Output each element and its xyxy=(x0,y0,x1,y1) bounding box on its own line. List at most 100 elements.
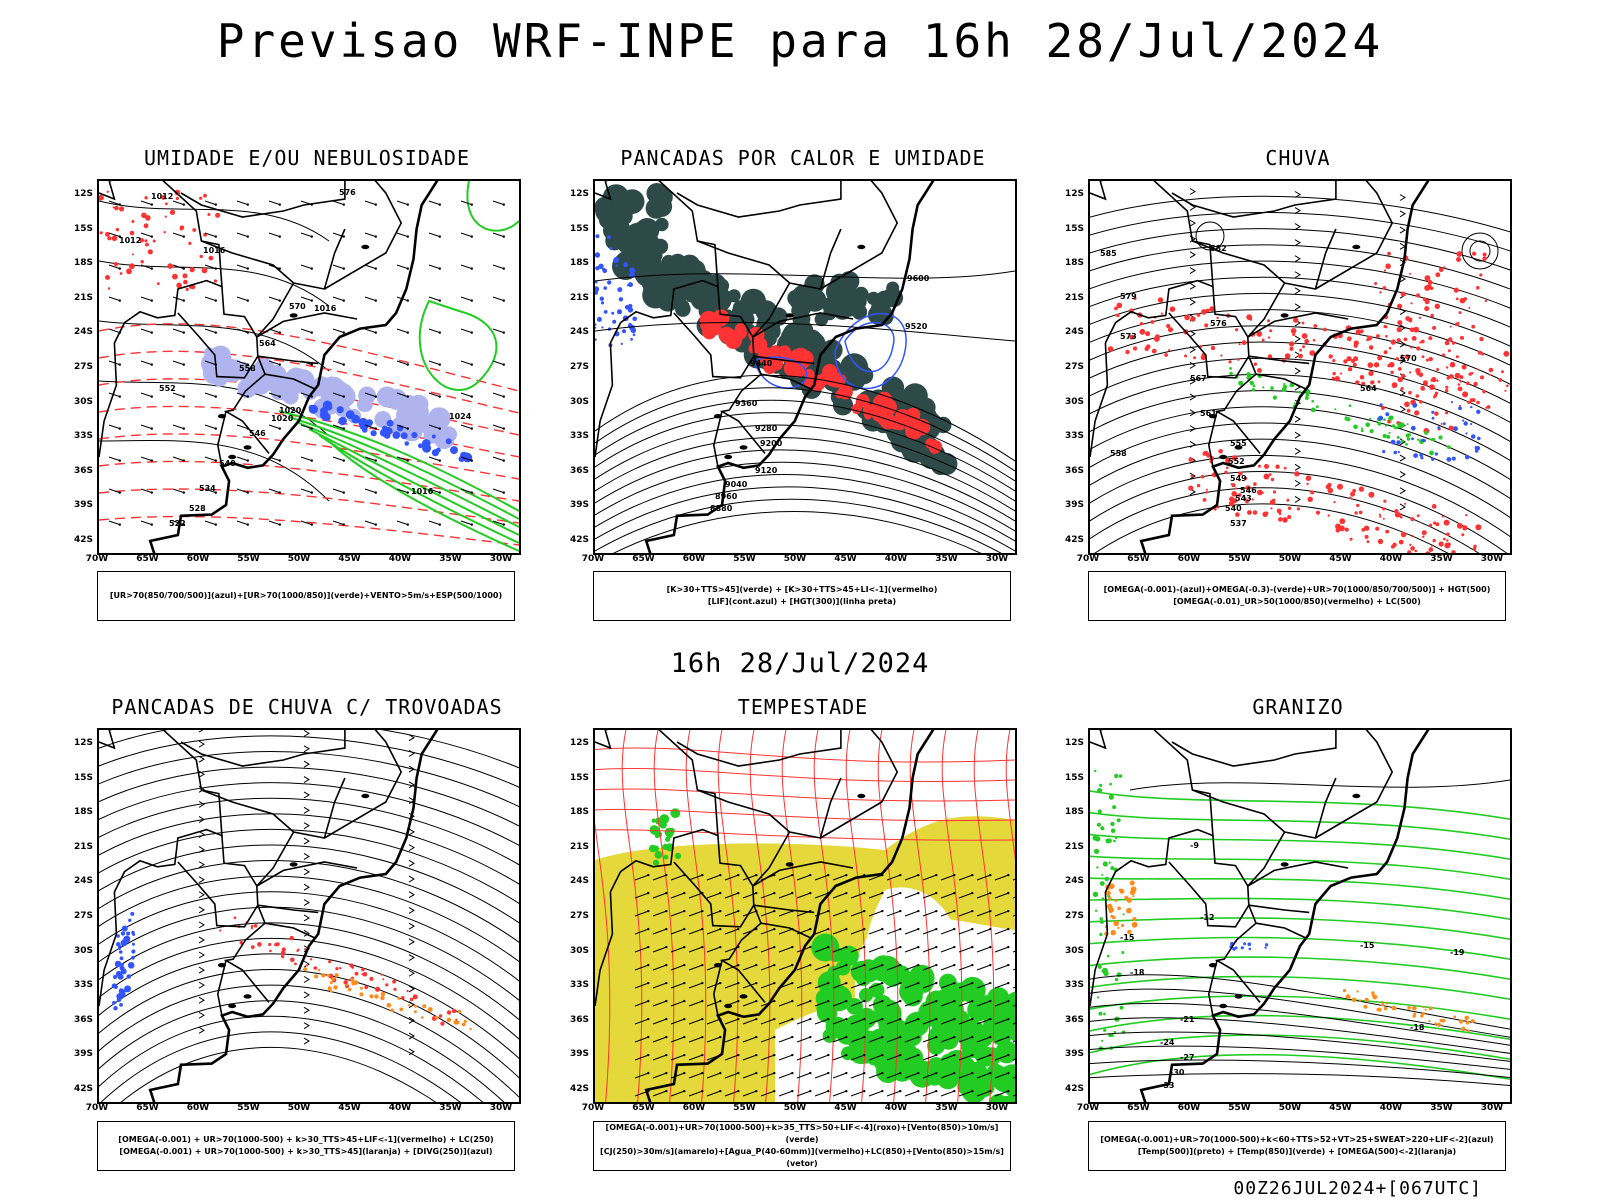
contour-label: 522 xyxy=(169,519,186,528)
contour-label: 1012 xyxy=(151,192,173,201)
lon-label: 45W xyxy=(834,1103,857,1113)
lat-label: 12S xyxy=(569,189,589,199)
lat-label: 42S xyxy=(73,535,93,545)
lon-label: 50W xyxy=(1278,554,1302,564)
map-umidade: 1012 1012 1016 1016 1020 1020 1024 1016 576 570 56… xyxy=(97,179,521,555)
panel-legend: [K>30+TTS>45](verde) + [K>30+TTS>45+LI<-… xyxy=(593,571,1011,621)
contour-label: 540 xyxy=(1225,504,1242,513)
lat-label: 12S xyxy=(1064,738,1084,748)
lat-label: 15S xyxy=(73,772,93,783)
lon-label: 40W xyxy=(388,554,412,564)
lat-label: 39S xyxy=(1064,500,1084,511)
lon-label: 55W xyxy=(1228,1103,1251,1113)
lon-label: 35W xyxy=(439,554,462,564)
lat-label: 33S xyxy=(569,980,589,991)
panel-legend: [UR>70(850/700/500)](azul)+[UR>70(1000/8… xyxy=(97,571,515,621)
lon-label: 30W xyxy=(1480,554,1504,564)
lat-label: 39S xyxy=(1064,1049,1084,1060)
lat-label: 15S xyxy=(1064,772,1084,783)
panel-title: PANCADAS POR CALOR E UMIDADE xyxy=(620,146,986,170)
contour-label: 1020 xyxy=(271,414,294,423)
lon-label: 30W xyxy=(985,554,1009,564)
lat-label: 33S xyxy=(1064,431,1084,442)
lon-label: 40W xyxy=(884,554,908,564)
map-pancadas-calor: 9600 9520 9440 9360 9280 9200 9120 9040 8960 8880 xyxy=(593,179,1017,555)
lon-label: 60W xyxy=(1177,1103,1201,1113)
lon-label: 30W xyxy=(985,1103,1009,1113)
lon-label: 30W xyxy=(489,1103,513,1113)
lon-label: 70W xyxy=(1076,554,1100,564)
lon-label: 50W xyxy=(1278,1103,1302,1113)
contour-label: 8960 xyxy=(715,492,738,501)
contour-label: 9280 xyxy=(755,424,778,433)
map-graphic xyxy=(99,730,519,1102)
lon-label: 70W xyxy=(581,554,605,564)
lon-label: 40W xyxy=(388,1103,412,1113)
lon-label: 45W xyxy=(338,1103,361,1113)
lat-label: 27S xyxy=(569,362,589,372)
contour-label: 576 xyxy=(1210,319,1227,328)
contour-label: 543 xyxy=(1235,494,1252,503)
lon-label: 70W xyxy=(85,554,109,564)
contour-label: 558 xyxy=(1110,449,1127,458)
lon-label: 65W xyxy=(1127,554,1150,564)
map-trovoadas xyxy=(97,728,521,1104)
lon-label: 70W xyxy=(1076,1103,1100,1113)
lat-label: 12S xyxy=(73,738,93,748)
lon-label: 30W xyxy=(1480,1103,1504,1113)
contour-label: 576 xyxy=(339,188,356,197)
lat-label: 36S xyxy=(569,1014,589,1025)
legend-line: [OMEGA(-0.001) + UR>70(1000-500) + k>30_… xyxy=(119,1147,493,1156)
contour-label: 558 xyxy=(239,364,256,373)
lat-label: 33S xyxy=(569,431,589,442)
map-chuva: 585 582 579 576 573 570 567 564 561 558 555 552 549 5… xyxy=(1088,179,1512,555)
lat-label: 21S xyxy=(1064,292,1084,303)
lon-label: 40W xyxy=(1379,1103,1403,1113)
lat-label: 39S xyxy=(569,1049,589,1060)
contour-label: 570 xyxy=(289,302,306,311)
lat-label: 27S xyxy=(1064,362,1084,372)
map-graphic: 9600 9520 9440 9360 9280 9200 9120 9040 8960 8880 xyxy=(595,181,1015,553)
lon-label: 35W xyxy=(439,1103,462,1113)
lon-label: 40W xyxy=(1379,554,1403,564)
contour-label: 552 xyxy=(159,384,176,393)
contour-label: -24 xyxy=(1160,1038,1175,1047)
lon-label: 60W xyxy=(1177,554,1201,564)
lat-label: 21S xyxy=(569,841,589,852)
contour-label: 1016 xyxy=(411,487,434,496)
panel-title: PANCADAS DE CHUVA C/ TROVOADAS xyxy=(111,695,503,719)
main-title: Previsao WRF-INPE para 16h 28/Jul/2024 xyxy=(216,14,1384,68)
lat-label: 18S xyxy=(1064,258,1084,269)
contour-label: -9 xyxy=(1190,841,1199,850)
lat-label: 12S xyxy=(569,738,589,748)
lon-label: 45W xyxy=(1329,554,1352,564)
lat-label: 24S xyxy=(73,876,93,887)
contour-label: 561 xyxy=(1200,409,1217,418)
lon-label: 55W xyxy=(237,554,260,564)
lat-label: 30S xyxy=(569,396,589,407)
lon-label: 50W xyxy=(287,1103,311,1113)
legend-line: [OMEGA(-0.001)-(azul)+OMEGA(-0.3)-(verde… xyxy=(1103,585,1491,594)
lat-label: 36S xyxy=(569,465,589,476)
panel-legend: [OMEGA(-0.001)+UR>70(1000-500)+k<60+TTS>… xyxy=(1088,1121,1506,1171)
contour-label: 555 xyxy=(1230,439,1247,448)
lat-label: 24S xyxy=(1064,876,1084,887)
lat-label: 42S xyxy=(1064,1084,1084,1094)
lat-label: 18S xyxy=(569,258,589,269)
lat-label: 24S xyxy=(569,876,589,887)
lat-label: 21S xyxy=(569,292,589,303)
lat-label: 42S xyxy=(569,1084,589,1094)
lon-label: 70W xyxy=(85,1103,109,1113)
lat-label: 30S xyxy=(73,945,93,956)
panel-title: GRANIZO xyxy=(1252,695,1344,719)
lon-label: 35W xyxy=(1430,554,1453,564)
contour-label: 1020 xyxy=(279,406,302,415)
legend-line: [K>30+TTS>45](verde) + [K>30+TTS>45+LI<-… xyxy=(666,585,938,594)
lon-label: 55W xyxy=(237,1103,260,1113)
contour-label: -27 xyxy=(1180,1053,1194,1062)
lon-label: 35W xyxy=(1430,1103,1453,1113)
contour-label: 9360 xyxy=(735,399,758,408)
contour-label: 9600 xyxy=(907,274,930,283)
contour-label: -19 xyxy=(1450,948,1465,957)
panel-title: UMIDADE E/OU NEBULOSIDADE xyxy=(143,146,471,170)
